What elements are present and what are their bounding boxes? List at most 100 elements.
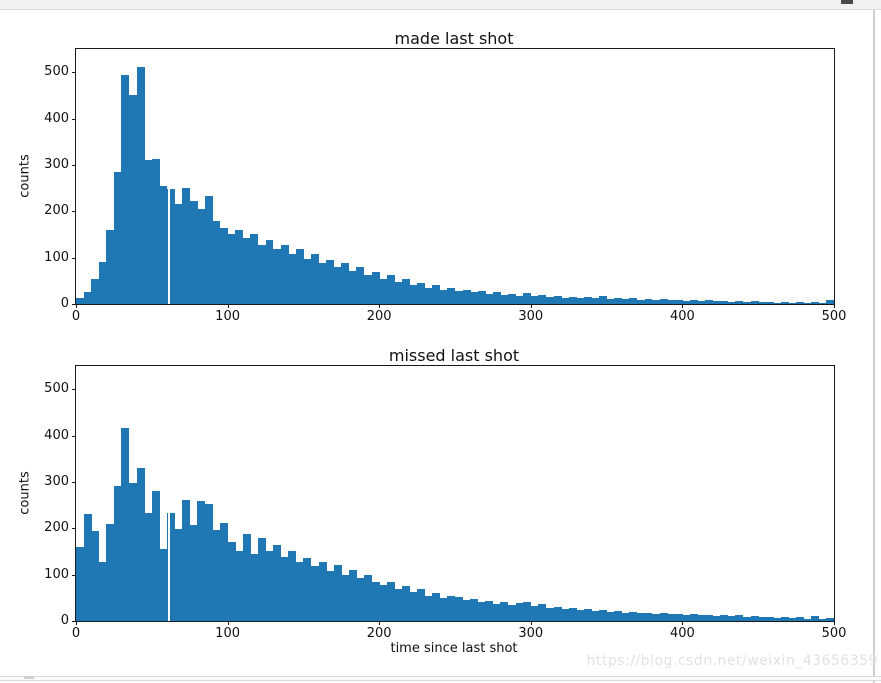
x-tick-mark: [227, 304, 229, 308]
histogram-bar: [697, 301, 706, 304]
histogram-bar: [401, 278, 410, 304]
histogram-bar: [652, 613, 661, 621]
histogram-bar: [720, 615, 729, 621]
histogram-bar: [780, 302, 789, 304]
histogram-bar: [447, 595, 456, 621]
histogram-bar: [599, 609, 607, 621]
histogram-bar: [371, 271, 380, 304]
histogram-bar: [455, 291, 463, 304]
histogram-bar: [83, 514, 92, 621]
histogram-bar: [379, 278, 388, 304]
histogram-bar: [189, 201, 198, 304]
histogram-bar: [204, 504, 213, 621]
histogram-bar: [424, 288, 433, 304]
histogram-bar: [568, 608, 577, 621]
histogram-bar: [394, 589, 403, 621]
histogram-bar: [712, 301, 721, 304]
histogram-bar: [121, 74, 130, 304]
histogram-bar: [803, 302, 812, 304]
histogram-bar: [273, 544, 282, 621]
horizontal-scrollbar[interactable]: [0, 676, 881, 681]
histogram-bar: [439, 290, 448, 304]
histogram-bar: [561, 608, 570, 621]
histogram-bar: [144, 513, 153, 621]
y-tick-label: 100: [44, 249, 69, 265]
chart-title: missed last shot: [388, 346, 520, 365]
y-tick-mark: [72, 435, 76, 437]
histogram-bar: [136, 66, 145, 304]
histogram-bar: [409, 285, 418, 304]
y-tick-mark: [72, 528, 76, 530]
histogram-bar: [113, 171, 122, 304]
browser-top-strip: [0, 0, 881, 10]
histogram-bar: [129, 482, 138, 621]
y-axis-label: counts: [17, 154, 33, 198]
histogram-bar: [98, 561, 107, 621]
histogram-bar: [705, 614, 714, 621]
histogram-bar: [568, 296, 577, 304]
scrollbar-notch: [24, 676, 34, 679]
histogram-bar: [614, 610, 623, 621]
histogram-bar: [636, 299, 645, 304]
y-axis-label: counts: [17, 471, 33, 515]
histogram-bar: [91, 278, 100, 304]
histogram-bar: [326, 259, 335, 304]
histogram-bar: [174, 204, 183, 304]
histogram-bar: [318, 263, 327, 304]
histogram-bar: [257, 538, 266, 621]
histogram-bar: [432, 593, 441, 621]
y-tick-label: 300: [44, 156, 69, 172]
histogram-bar: [273, 249, 282, 304]
histogram-bar: [796, 302, 805, 304]
histogram-bar: [348, 570, 357, 621]
histogram-bar: [227, 233, 236, 304]
histogram-bar: [242, 533, 251, 621]
histogram-bar: [545, 608, 554, 621]
histogram-bar: [159, 549, 168, 621]
x-tick-label: 0: [71, 626, 81, 641]
x-tick-label: 400: [669, 626, 695, 641]
histogram-bar: [212, 529, 221, 621]
histogram-bar: [182, 188, 191, 304]
histogram-bar: [341, 263, 350, 304]
histogram-bar: [409, 592, 418, 621]
histogram-bar: [136, 468, 145, 621]
histogram-bar: [220, 522, 228, 621]
histogram-bar: [538, 294, 547, 304]
histogram-bar: [826, 300, 835, 304]
histogram-bar: [515, 603, 524, 621]
histogram-bar: [689, 614, 698, 621]
histogram-bar: [788, 302, 797, 304]
x-tick-label: 300: [518, 309, 544, 324]
x-tick-mark: [682, 621, 684, 625]
histogram-bar: [727, 301, 736, 304]
x-axis-label: time since last shot: [390, 641, 518, 656]
histogram-bar: [470, 292, 479, 304]
histogram-bar: [303, 258, 312, 304]
histogram-bar: [318, 561, 327, 621]
histogram-bar: [674, 613, 683, 621]
histogram-bar: [765, 301, 774, 304]
histogram-bar: [439, 597, 448, 621]
x-tick-mark: [227, 621, 229, 625]
histogram-bar: [614, 297, 623, 304]
histogram-bar: [295, 249, 304, 304]
histogram-bar: [689, 299, 698, 304]
x-tick-mark: [76, 621, 77, 625]
histogram-bar: [386, 581, 395, 621]
histogram-bar: [288, 551, 297, 621]
histogram-bar: [743, 616, 751, 621]
histogram-bar: [606, 611, 615, 621]
histogram-bar: [121, 427, 130, 621]
y-tick-label: 0: [60, 296, 69, 311]
histogram-bar: [530, 606, 539, 621]
histogram-bar: [705, 300, 714, 304]
histogram-bar: [477, 602, 486, 621]
histogram-bar: [682, 300, 691, 304]
histogram-bar: [295, 561, 304, 621]
histogram-bar: [166, 513, 175, 621]
histogram-bar: [250, 234, 259, 304]
histogram-bar: [561, 297, 570, 304]
histogram-bar: [780, 617, 789, 621]
histogram-bar: [462, 290, 471, 304]
